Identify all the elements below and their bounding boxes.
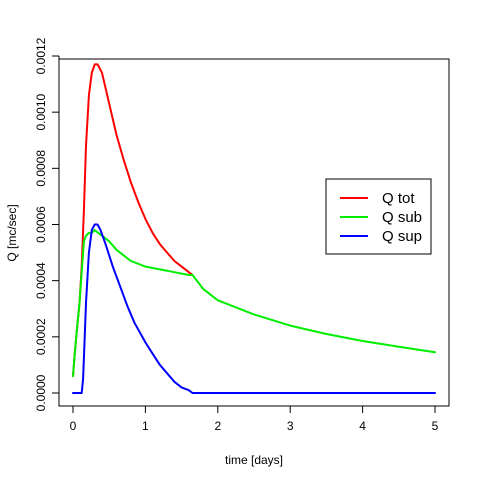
legend-entries: Q tot Q sub Q sup <box>340 190 422 245</box>
y-tick-label: 0.0002 <box>34 318 48 355</box>
series-line-q-sub <box>72 229 436 378</box>
x-tick-label: 1 <box>142 419 149 433</box>
x-tick-label: 0 <box>70 419 77 433</box>
y-axis: 0.0000 0.0002 0.0004 0.0006 0.0008 0.0010 0.00… <box>34 37 60 411</box>
series-lines <box>72 63 436 394</box>
series-line-q-sup <box>72 223 436 394</box>
x-tick-label: 5 <box>432 419 439 433</box>
y-tick-label: 0.0010 <box>34 93 48 130</box>
legend: Q tot Q sub Q sup <box>325 178 432 255</box>
y-tick-label: 0.0008 <box>34 150 48 187</box>
legend-label: Q tot <box>382 190 415 207</box>
legend-label: Q sup <box>382 228 422 245</box>
y-tick-label: 0.0000 <box>34 374 48 411</box>
y-axis-label: Q [mc/sec] <box>5 204 19 261</box>
legend-label: Q sub <box>382 209 422 226</box>
x-tick-label: 3 <box>287 419 294 433</box>
y-tick-label: 0.0006 <box>34 206 48 243</box>
x-axis: 0 1 2 3 4 5 <box>70 405 439 433</box>
x-tick-label: 2 <box>214 419 221 433</box>
y-tick-label: 0.0004 <box>34 262 48 299</box>
x-axis-label: time [days] <box>225 453 283 467</box>
x-tick-label: 4 <box>359 419 366 433</box>
y-tick-label: 0.0012 <box>34 37 48 74</box>
